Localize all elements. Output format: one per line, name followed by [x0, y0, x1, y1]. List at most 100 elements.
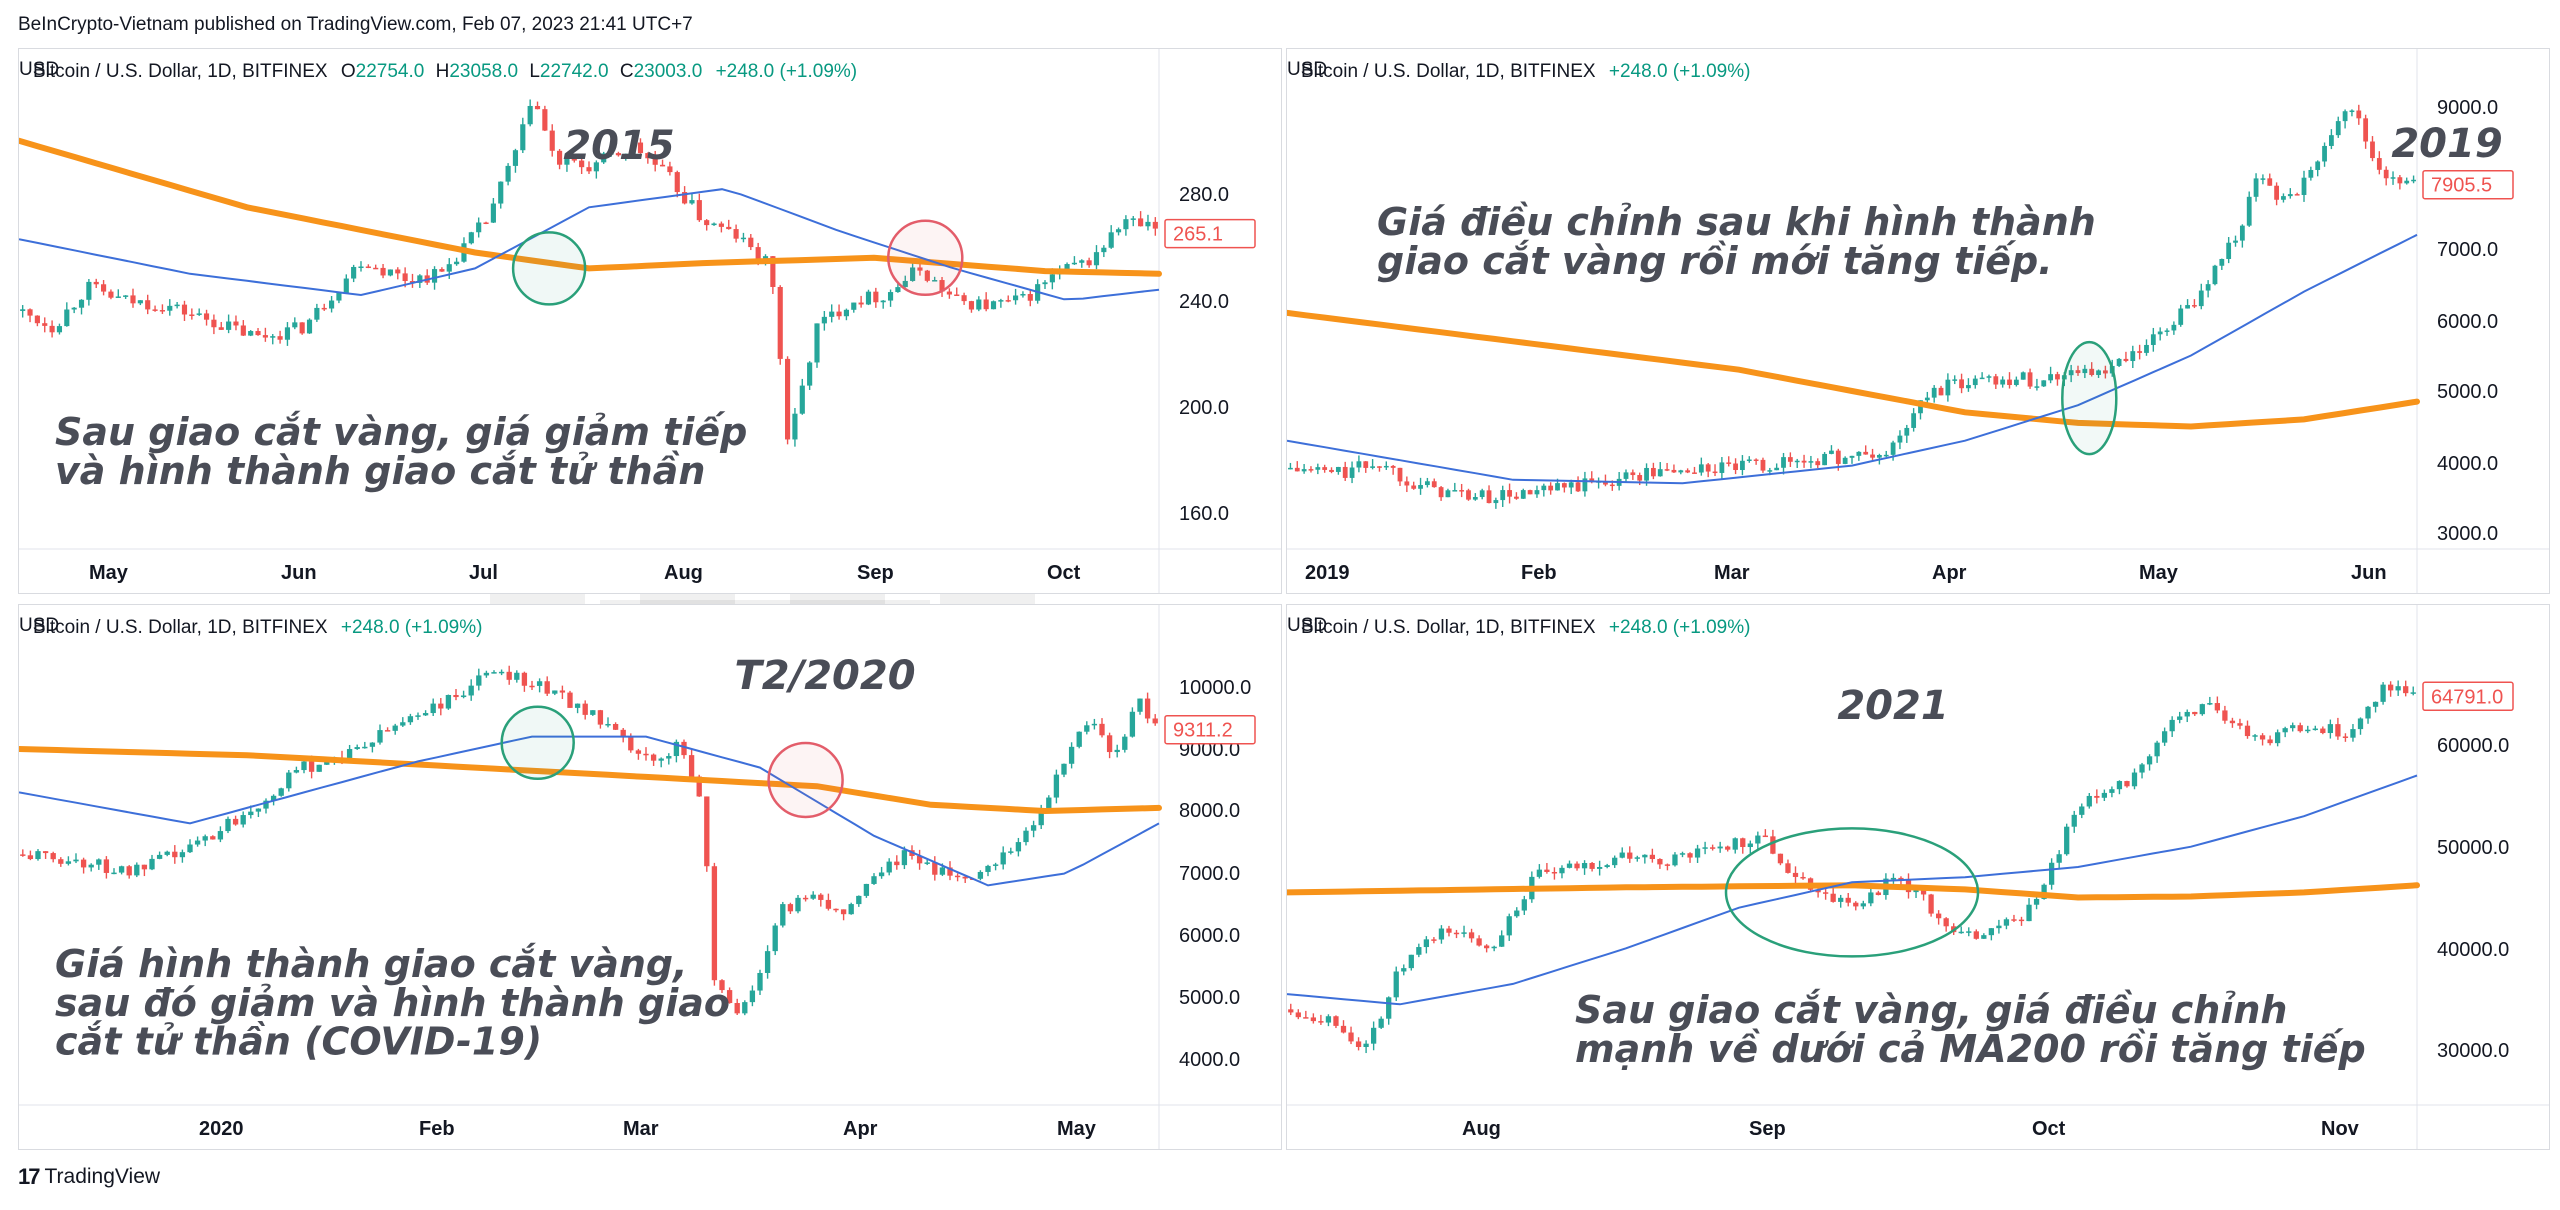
candle-body	[431, 269, 438, 283]
chart-legend: Bitcoin / U.S. Dollar, 1D, BITFINEX +248…	[1301, 617, 1750, 639]
candle-body	[20, 309, 26, 311]
candle-body	[358, 266, 364, 269]
candle-body	[1619, 852, 1625, 858]
candle-body	[2214, 703, 2221, 711]
candle-body	[1868, 892, 1874, 904]
chart-legend: Bitcoin / U.S. Dollar, 1D, BITFINEX +248…	[33, 617, 482, 639]
chart-panel-2015[interactable]: 280.0 240.0 200.0 160.0 May Jun Jul Aug Sep Oct 26…	[18, 48, 1282, 594]
candle-body	[1753, 459, 1759, 462]
candle-body	[278, 788, 284, 796]
candle-body	[476, 222, 482, 233]
candle-body	[240, 325, 246, 336]
candle-body	[20, 854, 26, 856]
candle-body	[1335, 466, 1341, 472]
candle-body	[2064, 826, 2070, 855]
candle-body	[1348, 1032, 1354, 1042]
candle-body	[795, 897, 801, 912]
candle-body	[422, 713, 429, 716]
candle-body	[1548, 485, 1554, 491]
candle-body	[1472, 497, 1478, 500]
candle-body	[667, 166, 673, 173]
candle-body	[1671, 469, 1677, 473]
candle-body	[2335, 121, 2341, 136]
candle-body	[101, 284, 107, 292]
candle-body	[2096, 370, 2101, 375]
x-tick-label: Feb	[1521, 562, 1557, 584]
candle-body	[2320, 728, 2326, 734]
candle-body	[1079, 260, 1085, 263]
chart-panel-2020[interactable]: 10000.0 9000.0 8000.0 7000.0 6000.0 5000.0 400…	[18, 604, 1282, 1150]
ma50-line	[19, 735, 1160, 887]
candle-body	[1027, 294, 1033, 301]
x-tick-label: Aug	[664, 562, 703, 584]
candle-body	[2102, 370, 2108, 374]
last-price-tag	[1164, 714, 1256, 745]
candle-body	[1431, 939, 1437, 941]
ma50-line	[1287, 774, 2418, 1006]
candle-body	[1294, 467, 1300, 472]
candle-body	[400, 722, 406, 726]
candle-body	[1370, 1027, 1377, 1044]
candle-body	[226, 321, 232, 330]
candle-body	[1468, 932, 1475, 939]
candle-body	[2068, 370, 2074, 376]
open-value: 22754.0	[355, 61, 425, 82]
candle-body	[2267, 739, 2273, 744]
candle-body	[1308, 469, 1314, 471]
chart-svg[interactable]: 280.0 240.0 200.0 160.0 May Jun Jul Aug Sep Oct 26…	[19, 49, 1281, 593]
candle-body	[1609, 484, 1615, 487]
candle-body	[1108, 232, 1114, 248]
candle-body	[696, 776, 702, 797]
candle-body	[1863, 451, 1869, 455]
candle-body	[976, 299, 982, 310]
candle-body	[1822, 892, 1829, 894]
candle-body	[498, 181, 504, 204]
candle-body	[2397, 177, 2403, 184]
ma200-line	[19, 746, 1162, 815]
candle-body	[446, 264, 452, 272]
chart-svg[interactable]: 60000.0 50000.0 40000.0 30000.0 Aug Sep Oct Nov…	[1287, 605, 2549, 1149]
candle-body	[1310, 1017, 1317, 1022]
candle-body	[521, 672, 528, 686]
candle-body	[1137, 698, 1143, 712]
candle-body	[2048, 374, 2054, 381]
candle-body	[1038, 808, 1044, 826]
candle-body	[1822, 453, 1828, 466]
candle-body	[2130, 351, 2136, 362]
candle-body	[1416, 947, 1422, 955]
candle-body	[167, 305, 173, 311]
candle-body	[299, 322, 305, 334]
candle-body	[1755, 835, 1761, 844]
candle-body	[659, 164, 666, 167]
candle-body	[1106, 735, 1113, 753]
candle-body	[56, 326, 63, 333]
candle-body	[2184, 711, 2190, 717]
candle-body	[2322, 145, 2327, 162]
chart-panel-2019[interactable]: 9000.08000.07000.06000.05000.04000.03000…	[1286, 48, 2550, 594]
candle-body	[2356, 110, 2362, 119]
candle-body	[825, 899, 832, 909]
candle-body	[263, 800, 269, 809]
candle-body	[2079, 806, 2085, 815]
candle-body	[1774, 467, 1780, 471]
candle-body	[674, 172, 680, 193]
candle-body	[645, 153, 651, 159]
candle-body	[1972, 378, 1978, 386]
candle-body	[2086, 795, 2092, 807]
candle-body	[620, 729, 626, 737]
candle-body	[2171, 324, 2177, 331]
chart-svg[interactable]: 9000.08000.07000.06000.05000.04000.03000…	[1287, 49, 2549, 593]
footer[interactable]: 17 TradingView	[18, 1164, 160, 1190]
candle-body	[2124, 781, 2130, 787]
chart-svg[interactable]: 10000.0 9000.0 8000.0 7000.0 6000.0 5000.0 400…	[19, 605, 1281, 1149]
candle-body	[829, 311, 835, 317]
candle-body	[248, 331, 254, 336]
chart-panel-2021[interactable]: 60000.0 50000.0 40000.0 30000.0 Aug Sep Oct Nov…	[1286, 604, 2550, 1150]
candle-body	[217, 831, 224, 840]
candle-body	[1355, 1041, 1362, 1048]
candle-body	[1746, 459, 1752, 462]
candle-body	[2239, 225, 2245, 241]
candle-body	[2116, 358, 2122, 366]
candle-body	[1988, 928, 1995, 936]
candle-body	[998, 300, 1004, 302]
